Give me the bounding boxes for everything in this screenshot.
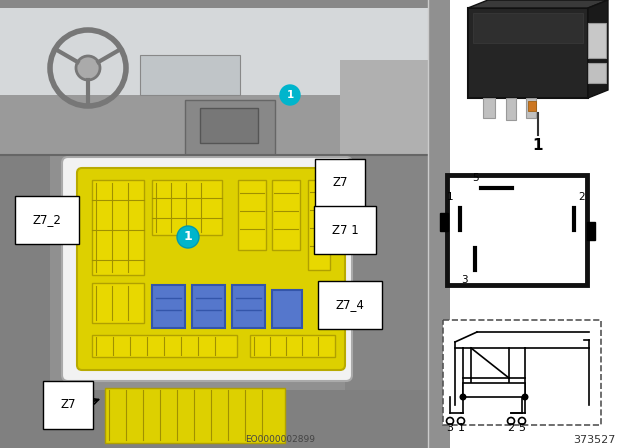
Bar	[587, 222, 595, 240]
Text: Z7 1: Z7 1	[332, 224, 358, 237]
Circle shape	[447, 418, 454, 425]
Bar	[200, 108, 258, 143]
Text: Z7_2: Z7_2	[33, 214, 61, 227]
Bar	[526, 98, 536, 118]
Text: Z7_4: Z7_4	[335, 298, 364, 311]
Circle shape	[280, 85, 300, 105]
Circle shape	[177, 226, 199, 248]
Text: 2: 2	[578, 192, 584, 202]
Bar	[463, 383, 525, 397]
Text: 1: 1	[458, 423, 465, 433]
Bar	[588, 63, 606, 83]
Bar	[308, 180, 330, 270]
Bar	[483, 98, 495, 118]
Text: 1: 1	[532, 138, 543, 152]
Polygon shape	[468, 0, 608, 8]
FancyBboxPatch shape	[62, 157, 352, 381]
Bar	[588, 23, 606, 58]
Text: Z7: Z7	[60, 399, 76, 412]
Bar	[0, 155, 428, 390]
Bar	[0, 155, 50, 390]
Bar	[105, 388, 285, 443]
Text: Z7: Z7	[332, 177, 348, 190]
Bar	[92, 180, 144, 275]
Bar	[428, 0, 640, 448]
Text: 3: 3	[447, 423, 454, 433]
Bar	[272, 290, 302, 328]
Bar	[272, 180, 300, 250]
Bar	[0, 390, 428, 448]
Text: EO0000002899: EO0000002899	[245, 435, 315, 444]
Text: 5: 5	[472, 173, 479, 183]
Bar	[238, 180, 266, 250]
Bar	[152, 180, 222, 235]
Bar	[447, 175, 587, 285]
Bar	[440, 213, 448, 231]
Bar	[443, 320, 601, 425]
Bar	[0, 0, 428, 155]
Circle shape	[76, 56, 100, 80]
Text: 3: 3	[461, 275, 468, 285]
Circle shape	[518, 418, 525, 425]
Bar	[0, 95, 428, 155]
Text: 1: 1	[286, 90, 294, 100]
FancyBboxPatch shape	[77, 168, 345, 370]
Bar	[0, 0, 428, 95]
Bar	[92, 335, 237, 357]
Bar	[92, 283, 144, 323]
Bar	[232, 285, 265, 328]
Text: 5: 5	[518, 423, 525, 433]
Bar	[473, 13, 583, 43]
Bar	[152, 285, 185, 328]
Bar	[185, 100, 275, 155]
Circle shape	[460, 393, 467, 401]
Bar	[471, 348, 509, 378]
Bar	[506, 98, 516, 120]
Text: 373527: 373527	[573, 435, 615, 445]
Bar	[340, 60, 428, 155]
Circle shape	[458, 418, 465, 425]
Bar	[192, 285, 225, 328]
Bar	[250, 335, 335, 357]
Circle shape	[522, 393, 529, 401]
Bar	[345, 155, 428, 390]
Bar	[468, 8, 588, 98]
Polygon shape	[588, 0, 608, 98]
Bar	[428, 0, 450, 448]
Bar	[140, 55, 240, 95]
Text: 1: 1	[184, 231, 193, 244]
Text: 2: 2	[508, 423, 515, 433]
Text: 1: 1	[446, 192, 453, 202]
Bar	[528, 101, 536, 111]
Bar	[0, 0, 428, 8]
Circle shape	[508, 418, 515, 425]
